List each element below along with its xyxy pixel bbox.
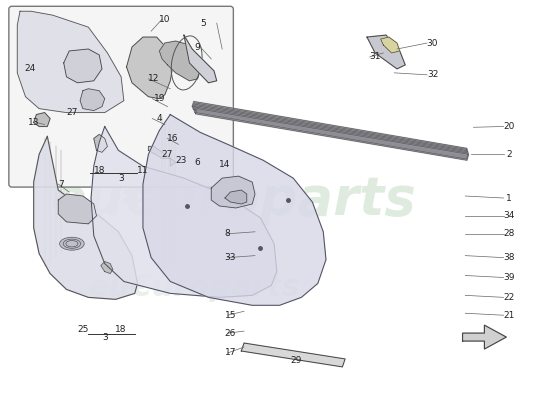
Polygon shape (194, 106, 468, 158)
Polygon shape (64, 49, 102, 83)
Polygon shape (367, 35, 405, 69)
Polygon shape (94, 134, 107, 152)
Text: 23: 23 (175, 156, 187, 165)
Polygon shape (143, 114, 326, 305)
Text: 34: 34 (503, 211, 515, 220)
Text: eu€uroparts: eu€uroparts (89, 273, 301, 302)
Polygon shape (34, 112, 50, 126)
Polygon shape (225, 190, 247, 204)
Text: 30: 30 (427, 38, 438, 48)
Text: 5: 5 (200, 19, 206, 28)
Ellipse shape (59, 237, 84, 250)
Text: 2: 2 (506, 150, 512, 159)
Text: 13: 13 (28, 118, 40, 127)
Text: 18: 18 (94, 166, 105, 175)
Text: 19: 19 (153, 94, 165, 103)
Text: 27: 27 (162, 150, 173, 159)
Text: eu€uroparts: eu€uroparts (50, 174, 416, 226)
Polygon shape (193, 103, 468, 156)
Text: 27: 27 (66, 108, 78, 117)
Text: 33: 33 (224, 253, 236, 262)
Text: 21: 21 (503, 311, 515, 320)
FancyBboxPatch shape (9, 6, 233, 187)
Text: 24: 24 (24, 64, 36, 73)
Polygon shape (195, 107, 468, 159)
Text: 3: 3 (118, 174, 124, 183)
Polygon shape (91, 126, 277, 297)
Text: 12: 12 (148, 74, 160, 83)
Text: 9: 9 (195, 42, 200, 52)
Text: 26: 26 (225, 329, 236, 338)
Text: 17: 17 (224, 348, 236, 358)
Text: 32: 32 (427, 70, 438, 79)
Text: 29: 29 (290, 356, 301, 366)
Text: 38: 38 (503, 253, 515, 262)
Text: 7: 7 (58, 180, 64, 189)
Polygon shape (195, 109, 469, 160)
Polygon shape (184, 35, 217, 83)
Text: 3: 3 (102, 332, 108, 342)
Text: 18: 18 (116, 325, 127, 334)
Text: 28: 28 (503, 229, 515, 238)
Polygon shape (160, 41, 200, 81)
Polygon shape (241, 343, 345, 367)
Text: 1: 1 (506, 194, 512, 202)
Polygon shape (58, 194, 96, 224)
Text: 20: 20 (503, 122, 515, 131)
Text: 6: 6 (195, 158, 200, 167)
Text: 4: 4 (157, 114, 162, 123)
Text: 10: 10 (159, 15, 170, 24)
Text: 31: 31 (370, 52, 381, 62)
Text: 15: 15 (224, 311, 236, 320)
Polygon shape (463, 325, 507, 349)
Text: 14: 14 (219, 160, 230, 169)
Text: 22: 22 (503, 293, 515, 302)
Polygon shape (17, 11, 124, 112)
Polygon shape (126, 37, 173, 99)
Polygon shape (192, 102, 467, 154)
Text: 16: 16 (167, 134, 179, 143)
Text: 11: 11 (137, 166, 148, 175)
Polygon shape (194, 104, 468, 157)
Polygon shape (211, 176, 255, 208)
Polygon shape (148, 146, 176, 166)
Text: 39: 39 (503, 273, 515, 282)
Text: 25: 25 (77, 325, 89, 334)
Text: 8: 8 (225, 229, 230, 238)
Polygon shape (381, 37, 400, 53)
Polygon shape (101, 262, 113, 274)
Polygon shape (34, 136, 138, 299)
Polygon shape (80, 89, 104, 110)
